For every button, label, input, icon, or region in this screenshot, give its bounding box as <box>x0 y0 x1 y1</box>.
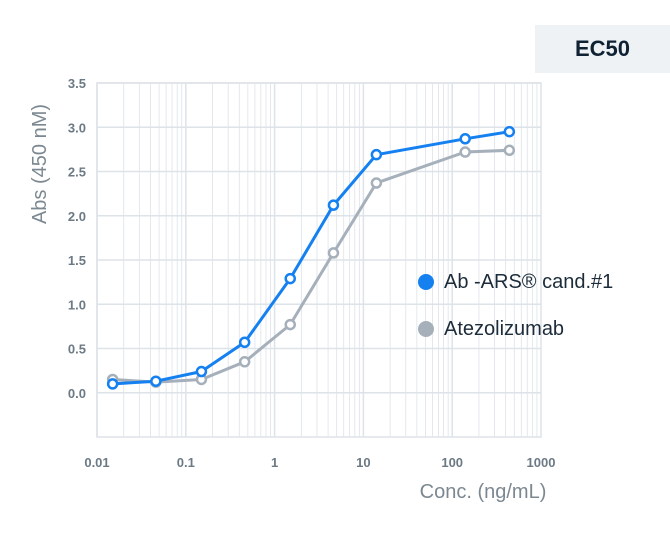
data-point-series-1 <box>327 199 340 211</box>
data-point-series-1 <box>150 375 162 387</box>
data-point-series-1 <box>503 125 516 138</box>
data-point-series-2 <box>284 318 296 331</box>
data-point-series-1 <box>195 365 208 378</box>
y-tick-labels: 0.0 0.5 1.0 1.5 2.0 2.5 3.0 3.5 <box>68 76 86 401</box>
legend-label-series-1: Ab -ARS® cand.#1 <box>444 270 614 293</box>
badge-label: EC50 <box>574 36 631 61</box>
data-point-series-2 <box>238 356 251 368</box>
legend-marker-series-1 <box>418 274 434 290</box>
data-point-series-2 <box>370 177 383 189</box>
x-axis-title: Conc. (ng/mL) <box>420 481 547 503</box>
x-tick-label: 10 <box>356 455 370 470</box>
grid <box>96 82 542 438</box>
ec50-badge: EC50 <box>535 25 670 73</box>
x-tick-label: 1 <box>271 455 278 470</box>
data-point-series-1 <box>106 378 119 390</box>
series-layer <box>106 125 516 390</box>
y-tick-label: 0.5 <box>68 342 86 357</box>
legend-item-series-2: Atezolizumab <box>418 314 613 344</box>
y-tick-label: 2.5 <box>68 165 86 180</box>
x-tick-label: 0.01 <box>84 455 109 470</box>
y-tick-label: 3.0 <box>68 120 86 135</box>
data-point-series-1 <box>238 336 251 349</box>
y-axis-title: Abs (450 nM) <box>29 104 51 224</box>
y-tick-label: 2.0 <box>68 209 86 224</box>
data-point-series-2 <box>327 247 340 259</box>
data-point-series-1 <box>459 133 471 145</box>
x-tick-label: 100 <box>441 455 463 470</box>
data-point-series-1 <box>370 148 383 161</box>
x-tick-label: 1000 <box>527 455 556 470</box>
data-point-series-2 <box>459 146 471 158</box>
y-tick-label: 1.5 <box>68 253 86 268</box>
data-point-series-2 <box>503 144 516 157</box>
data-point-series-1 <box>284 272 296 285</box>
legend-item-series-1: Ab -ARS® cand.#1 <box>418 267 613 297</box>
x-tick-labels: 0.01 0.1 1 10 100 1000 <box>84 455 555 470</box>
legend-marker-series-2 <box>418 321 434 337</box>
y-tick-label: 3.5 <box>68 76 86 91</box>
legend-label-series-2: Atezolizumab <box>444 317 565 340</box>
x-tick-label: 0.1 <box>177 455 195 470</box>
y-tick-label: 1.0 <box>68 297 86 312</box>
legend: Ab -ARS® cand.#1 Atezolizumab <box>418 267 613 361</box>
y-tick-label: 0.0 <box>68 386 86 401</box>
